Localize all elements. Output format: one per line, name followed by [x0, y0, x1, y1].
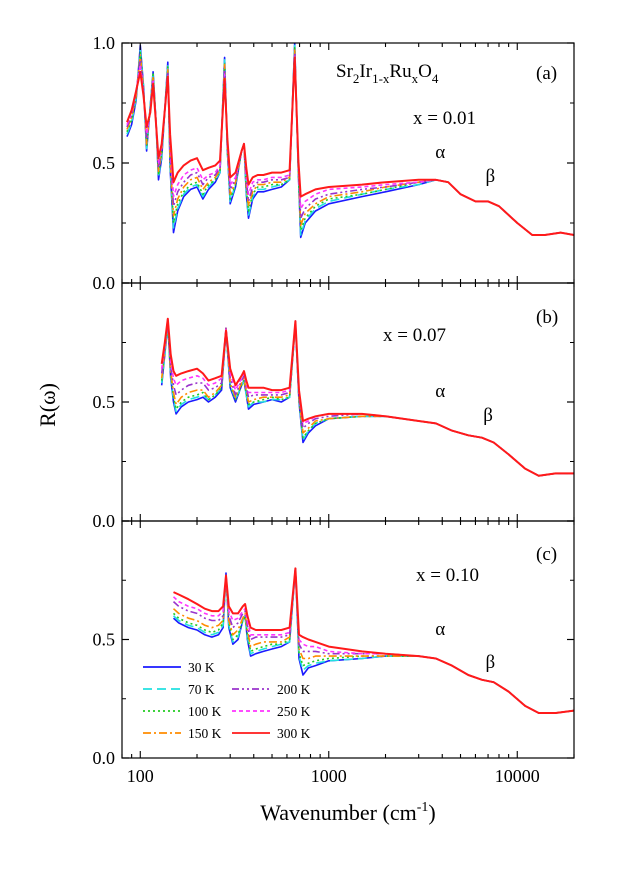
annotation-label: β: [483, 405, 493, 426]
y-tick-label: 0.0: [93, 748, 116, 768]
legend-label: 300 K: [277, 726, 311, 741]
x-axis-title-end: ): [428, 800, 435, 825]
x-tick-label: 1000: [311, 766, 347, 786]
formula-sub-x: x: [412, 71, 419, 86]
series-line-100k-panel-2: [172, 567, 574, 714]
legend-label: 30 K: [188, 660, 215, 675]
legend-label: 70 K: [188, 682, 215, 697]
formula-ir: Ir: [359, 61, 372, 82]
series-line-250k-panel-2: [172, 567, 574, 714]
annotation-label: α: [435, 142, 445, 163]
panel-a-x-value: x = 0.01: [413, 108, 476, 129]
formula-o: O: [418, 61, 432, 82]
legend-label: 100 K: [188, 704, 222, 719]
y-tick-label: 0.5: [93, 630, 116, 650]
annotation-label: α: [435, 381, 445, 402]
panel-c-label: (c): [536, 544, 557, 565]
series-line-70k-panel-2: [172, 567, 574, 714]
annotation-label: β: [486, 166, 496, 187]
series-line-30k-panel-2: [172, 567, 574, 714]
x-tick-label: 100: [127, 766, 154, 786]
legend-label: 250 K: [277, 704, 311, 719]
y-tick-label: 1.0: [93, 33, 116, 53]
series-line-200k-panel-2: [172, 567, 574, 714]
x-axis-title: Wavenumber (cm-1): [260, 800, 435, 825]
legend-label: 150 K: [188, 726, 222, 741]
y-tick-label: 0.5: [93, 392, 116, 412]
panel-0-curves: [126, 43, 574, 239]
panel-c-x-value: x = 0.10: [416, 565, 479, 586]
legend-label: 200 K: [277, 682, 311, 697]
y-axis-title: R(ω): [35, 383, 60, 427]
y-tick-label: 0.0: [93, 511, 116, 531]
curves-layer: [126, 43, 574, 714]
series-line-300k-panel-0: [126, 56, 574, 236]
panel-b-x-value: x = 0.07: [383, 325, 446, 346]
series-line-200k-panel-1: [160, 320, 574, 477]
panel-2-curves: [172, 567, 574, 714]
formula-label: Sr2Ir1-xRuxO4: [336, 61, 439, 86]
series-line-300k-panel-2: [173, 567, 574, 714]
panel-a-label: (a): [536, 63, 557, 84]
series-line-100k-panel-1: [160, 322, 574, 477]
legend: 30 K 70 K 100 K 150 K 200 K 250 K 300 K: [143, 660, 311, 741]
panel-2-frame: [121, 520, 575, 759]
x-tick-label: 10000: [495, 766, 540, 786]
series-line-150k-panel-2: [172, 567, 574, 714]
y-tick-label: 0.5: [93, 153, 116, 173]
series-line-300k-panel-1: [160, 317, 574, 477]
formula-sub-4: 4: [432, 71, 439, 86]
axes-layer: 0.0 0.5 1.0 α β 0.0 0.5 α β 0.0 0.5 α β 100 1000 10000: [93, 33, 575, 786]
annotation-label: β: [486, 652, 496, 673]
formula-ru: Ru: [389, 61, 412, 82]
formula-sub-1x: 1-x: [372, 71, 390, 86]
x-axis-title-main: Wavenumber (cm: [260, 800, 416, 825]
series-line-150k-panel-1: [160, 320, 574, 477]
formula-sub-2: 2: [353, 71, 360, 86]
panel-1-curves: [160, 317, 574, 477]
series-line-250k-panel-1: [160, 317, 574, 477]
panel-b-label: (b): [536, 307, 558, 328]
annotation-label: α: [435, 619, 445, 640]
formula-sr: Sr: [336, 61, 354, 82]
x-axis-title-sup: -1: [417, 800, 429, 815]
y-tick-label: 0.0: [93, 273, 116, 293]
series-line-250k-panel-0: [126, 54, 574, 236]
